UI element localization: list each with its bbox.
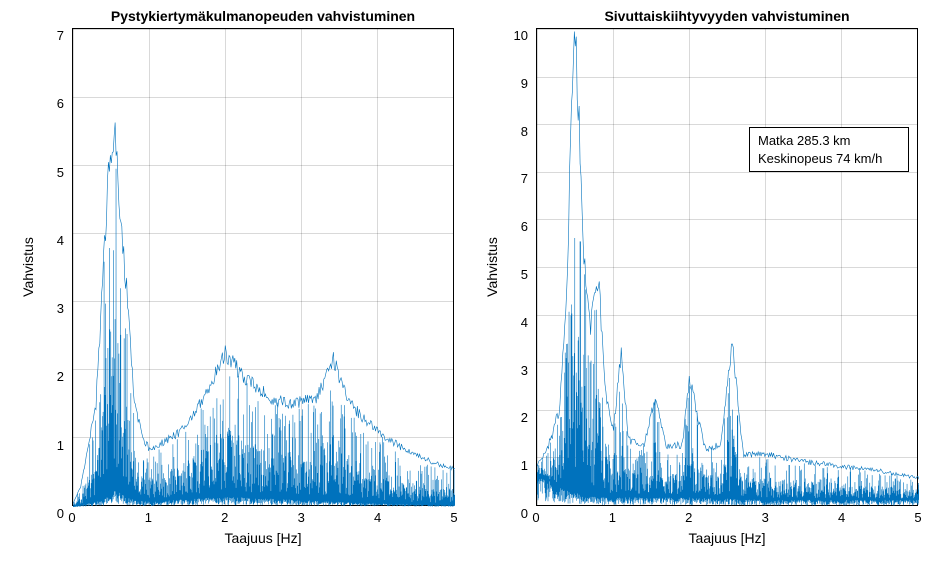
xtick-label: 1 <box>145 510 152 525</box>
series-envelope <box>73 123 455 504</box>
info-box-line: Keskinopeus 74 km/h <box>758 150 900 168</box>
info-box: Matka 285.3 kmKeskinopeus 74 km/h <box>749 127 909 172</box>
info-box-line: Matka 285.3 km <box>758 132 900 150</box>
series-line <box>537 238 919 506</box>
xtick-label: 2 <box>221 510 228 525</box>
xtick-label: 3 <box>762 510 769 525</box>
xtick-label: 2 <box>685 510 692 525</box>
xtick-label: 1 <box>609 510 616 525</box>
right-panel: Matka 285.3 kmKeskinopeus 74 km/h <box>536 28 918 506</box>
xtick-label: 4 <box>838 510 845 525</box>
left-panel <box>72 28 454 506</box>
xtick-label: 0 <box>68 510 75 525</box>
xtick-label: 5 <box>450 510 457 525</box>
left-chart-title: Pystykiertymäkulmanopeuden vahvistuminen <box>111 8 415 24</box>
left-xlabel: Taajuus [Hz] <box>224 530 301 546</box>
xtick-label: 0 <box>532 510 539 525</box>
right-chart-title: Sivuttaiskiihtyvyyden vahvistuminen <box>604 8 849 24</box>
xtick-label: 5 <box>914 510 921 525</box>
right-xlabel: Taajuus [Hz] <box>688 530 765 546</box>
right-plot-svg <box>537 29 919 507</box>
xtick-label: 4 <box>374 510 381 525</box>
left-ylabel: Vahvistus <box>20 237 36 297</box>
left-plot-svg <box>73 29 455 507</box>
figure: Pystykiertymäkulmanopeuden vahvistuminen… <box>0 0 936 573</box>
xtick-label: 3 <box>298 510 305 525</box>
right-ylabel: Vahvistus <box>484 237 500 297</box>
